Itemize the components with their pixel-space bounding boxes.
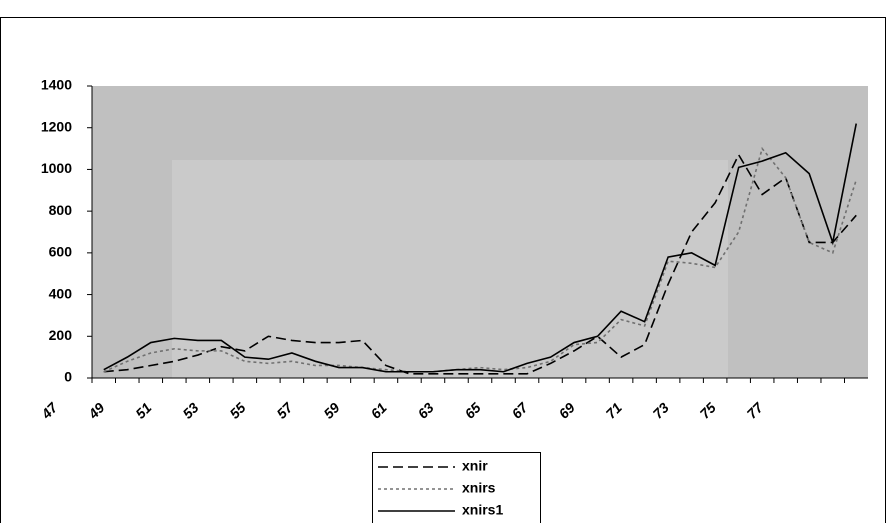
y-tick-label: 0 <box>64 369 72 385</box>
legend-label: xnirs <box>462 480 496 496</box>
y-tick-label: 600 <box>49 244 73 260</box>
series-line <box>103 146 858 373</box>
series-line <box>103 123 858 373</box>
legend-label: xnirs1 <box>462 502 503 518</box>
legend <box>372 452 541 523</box>
y-tick-label: 800 <box>49 202 73 218</box>
series-line <box>103 153 857 375</box>
y-tick-label: 400 <box>49 285 73 301</box>
y-tick-label: 1200 <box>41 118 72 134</box>
y-tick-label: 200 <box>49 327 73 343</box>
legend-label: xnir <box>462 458 488 474</box>
watermark <box>172 160 728 378</box>
y-tick-label: 1000 <box>41 160 72 176</box>
y-tick-label: 1400 <box>41 77 72 93</box>
